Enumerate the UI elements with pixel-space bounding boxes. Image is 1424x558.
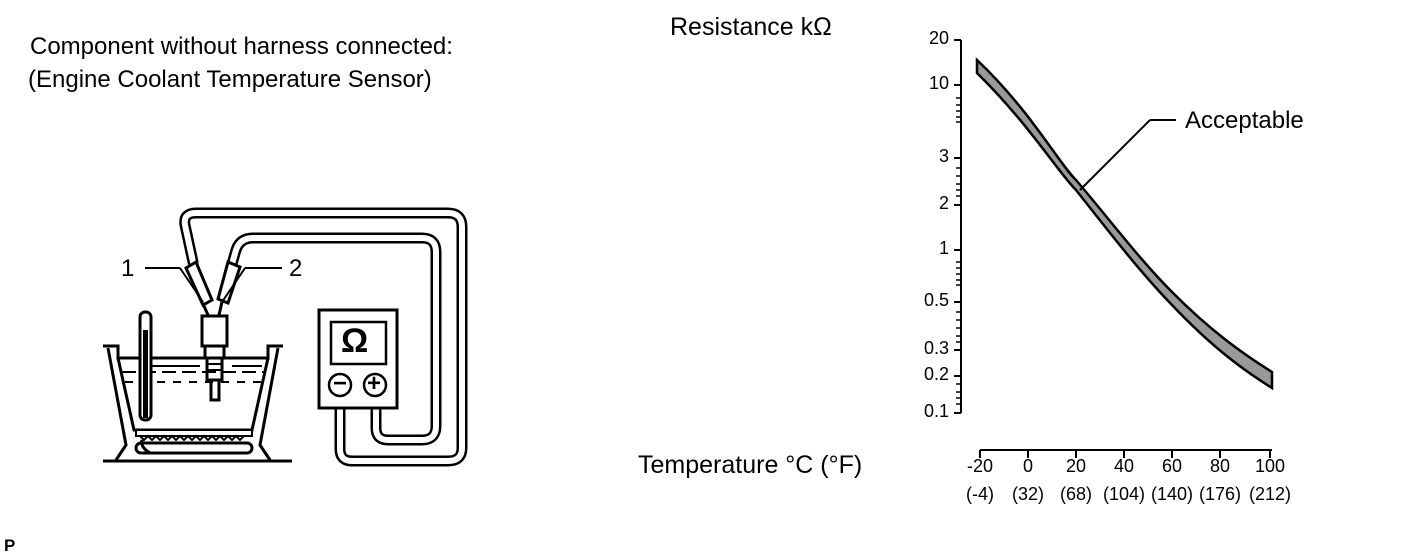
- acceptable-label: Acceptable: [1185, 107, 1304, 134]
- y-tick-label: 3: [938, 146, 949, 166]
- x-tick-label-c: 0: [1022, 456, 1033, 476]
- caption-line-1: Component without harness connected:: [30, 33, 453, 60]
- plus-terminal-icon: +: [367, 370, 382, 397]
- x-tick-label-c: 100: [1254, 456, 1286, 476]
- acceptable-leader-d: [1079, 119, 1151, 191]
- x-tick-label-c: 80: [1209, 456, 1231, 476]
- y-tick-label: 20: [928, 28, 949, 48]
- x-axis-title: Temperature °C (°F): [638, 451, 863, 479]
- heater: [134, 429, 254, 455]
- caption-line-2: (Engine Coolant Temperature Sensor): [28, 66, 432, 93]
- thermometer: [138, 310, 153, 422]
- x-tick-label-f: (140): [1150, 484, 1194, 504]
- x-tick-label-f: (176): [1198, 484, 1242, 504]
- ohm-symbol: Ω: [341, 322, 369, 360]
- x-tick-label-c: 40: [1113, 456, 1135, 476]
- x-tick-label-f: (-4): [966, 484, 994, 504]
- x-tick-label-f: (104): [1102, 484, 1146, 504]
- acceptable-band: [975, 57, 1274, 391]
- ohmmeter: [317, 308, 399, 410]
- y-tick-label: 2: [938, 193, 949, 213]
- y-tick-label: 0.1: [923, 401, 949, 421]
- terminal-1-label: 1: [121, 255, 135, 282]
- footer-mark: P: [4, 536, 16, 555]
- x-tick-label-c: -20: [966, 456, 993, 476]
- x-tick-label-f: (212): [1248, 484, 1292, 504]
- x-tick-label-f: (32): [1011, 484, 1044, 504]
- y-axis-title: Resistance kΩ: [670, 13, 832, 41]
- x-tick-label-f: (68): [1059, 484, 1092, 504]
- coolant-sensor: [200, 314, 229, 402]
- probe-2: [216, 259, 242, 316]
- x-tick-label-c: 60: [1161, 456, 1183, 476]
- y-tick-label: 0.3: [923, 338, 949, 358]
- y-tick-label: 0.5: [923, 290, 949, 310]
- minus-terminal-icon: −: [333, 370, 348, 397]
- x-tick-label-c: 20: [1065, 456, 1087, 476]
- y-tick-label: 0.2: [923, 364, 949, 384]
- y-tick-label: 10: [928, 73, 949, 93]
- terminal-2-label: 2: [289, 255, 303, 282]
- y-tick-label: 1: [938, 238, 949, 258]
